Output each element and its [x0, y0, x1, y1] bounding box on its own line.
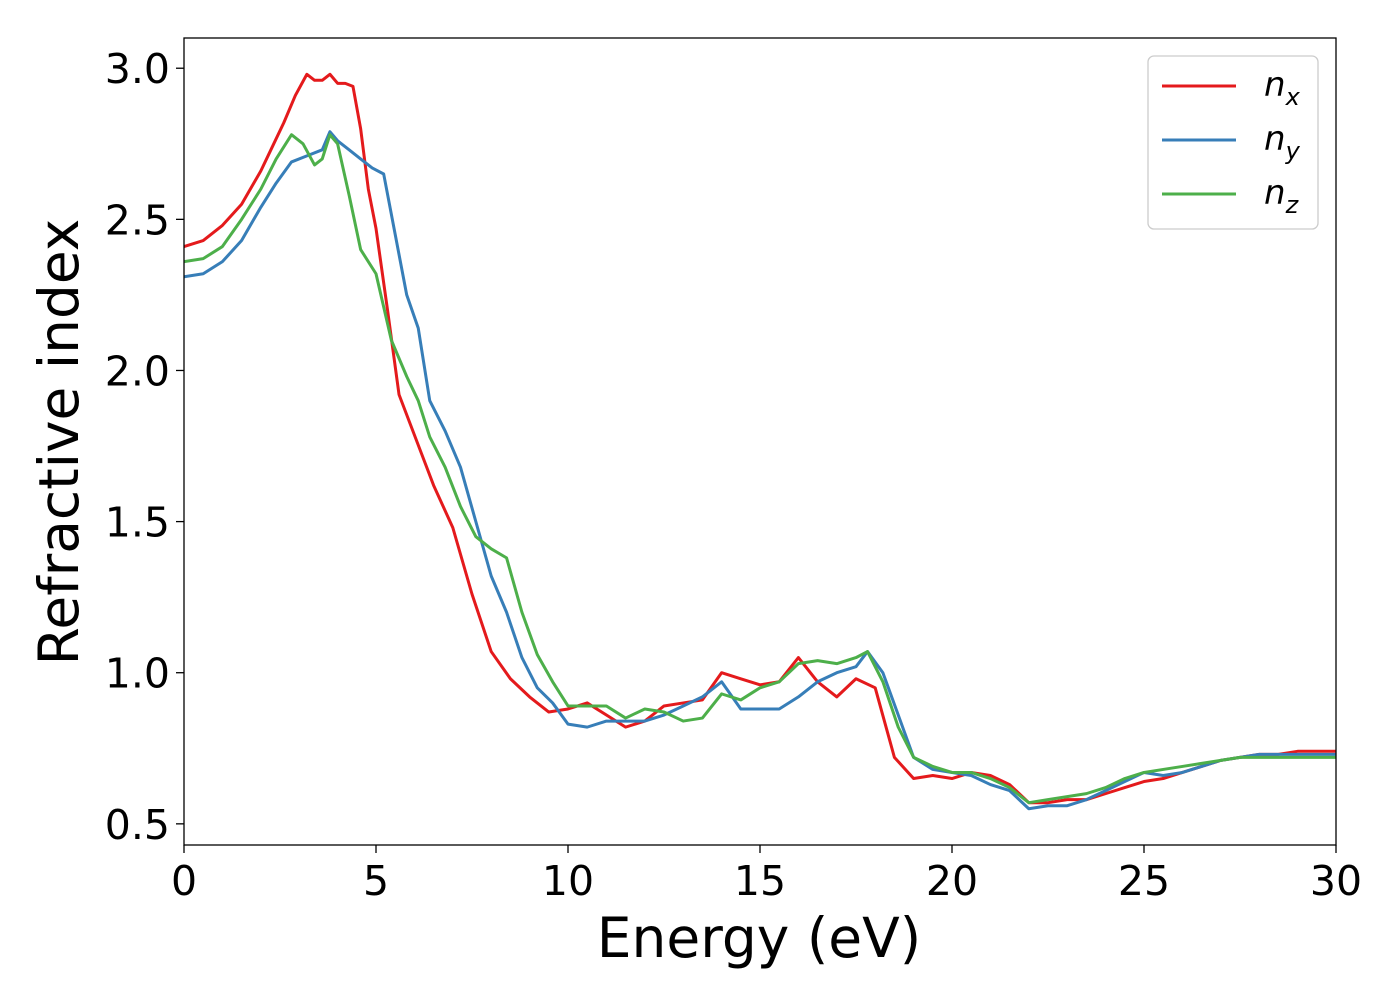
x-tick-label: 15	[734, 857, 786, 905]
x-tick-label: 5	[363, 857, 389, 905]
x-tick-label: 10	[542, 857, 594, 905]
legend-label-nz: nz	[1264, 173, 1300, 219]
x-axis-title: Energy (eV)	[597, 906, 921, 970]
y-axis-title: Refractive index	[27, 219, 91, 666]
legend-label-ny: ny	[1264, 119, 1301, 165]
y-tick-label: 3.0	[105, 45, 170, 93]
legend-label-nx: nx	[1264, 65, 1301, 111]
series-line-nz	[184, 133, 1336, 805]
x-tick-label: 30	[1310, 857, 1362, 905]
y-tick-label: 1.0	[105, 650, 170, 698]
legend-box	[1147, 55, 1319, 230]
y-tick-label: 2.5	[105, 196, 170, 244]
series-line-nx	[184, 72, 1336, 805]
x-axis-ticks: 0 5 10 15 20 25 30	[171, 845, 1362, 905]
x-tick-label: 25	[1118, 857, 1170, 905]
series-line-ny	[184, 130, 1336, 811]
y-axis-ticks: 0.5 1.0 1.5 2.0 2.5 3.0	[105, 45, 184, 849]
legend: nx ny nz	[1147, 55, 1319, 230]
y-tick-label: 0.5	[105, 801, 170, 849]
x-tick-label: 0	[171, 857, 197, 905]
y-tick-label: 1.5	[105, 499, 170, 547]
y-tick-label: 2.0	[105, 347, 170, 395]
x-tick-label: 20	[926, 857, 978, 905]
